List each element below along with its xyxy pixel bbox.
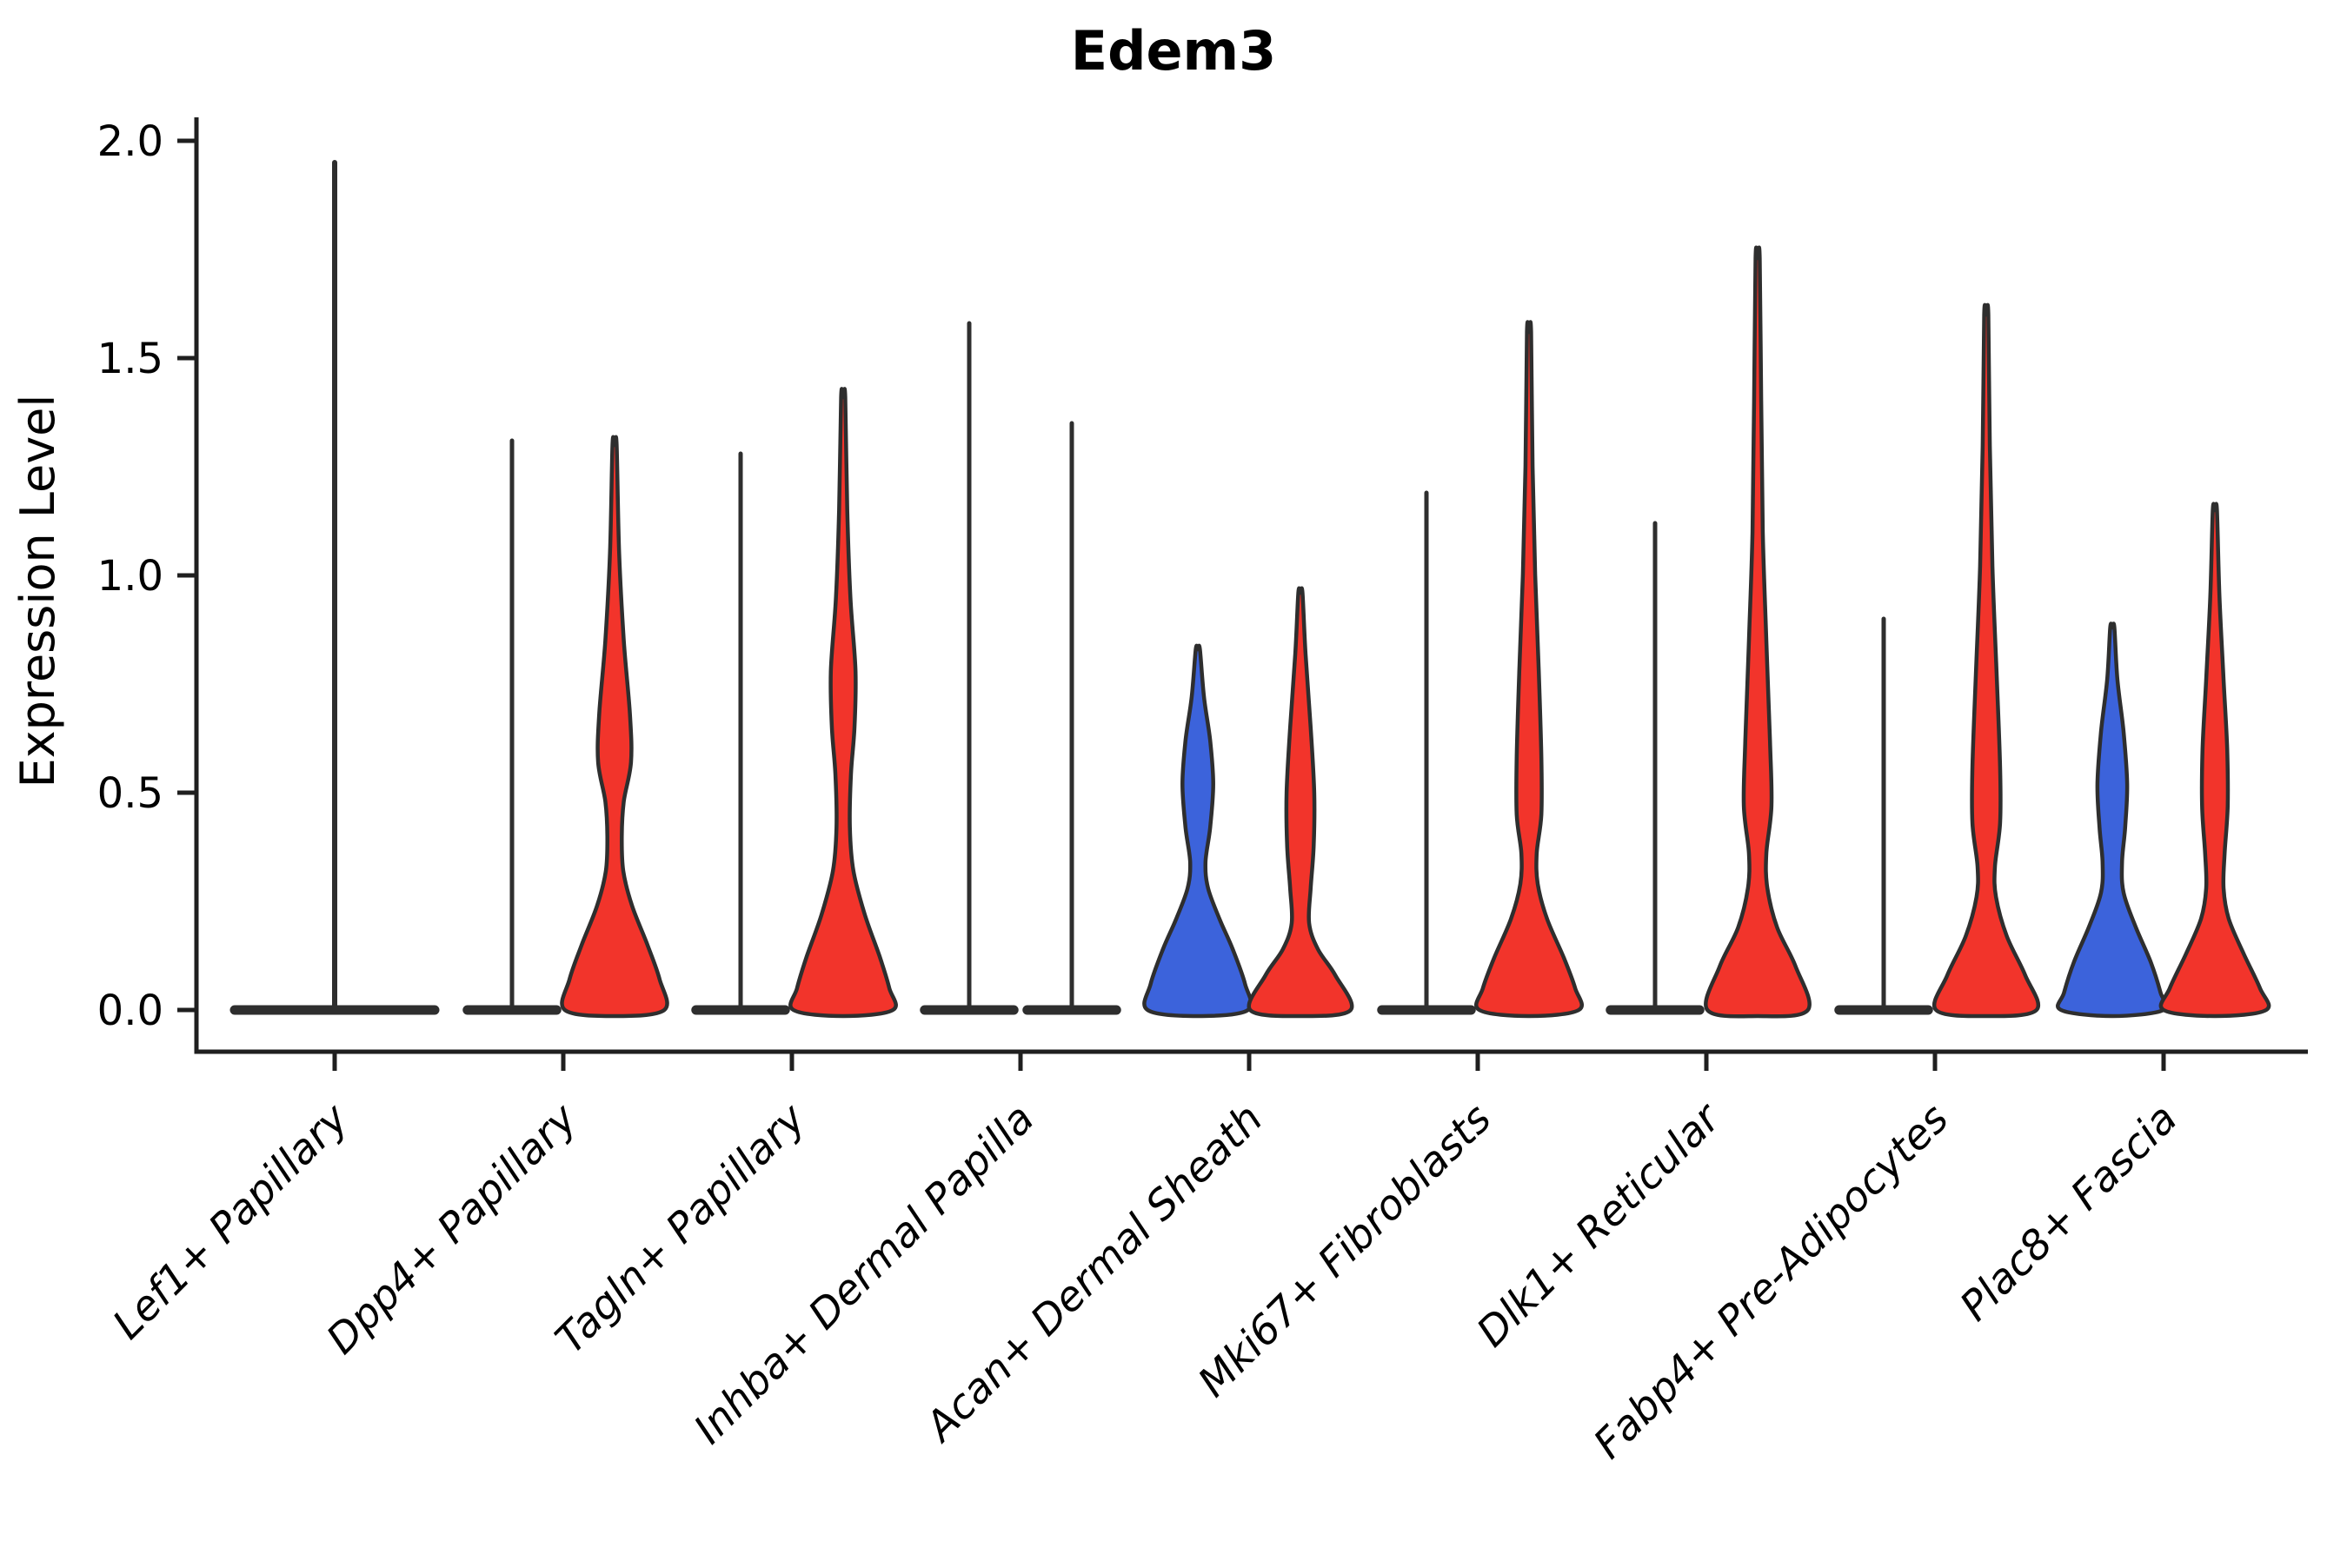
- violin-fabp4-pre-adipocytes-right: [1932, 302, 2040, 1019]
- x-tick-label-plac8-fascia: Plac8+ Fascia: [1951, 1095, 2186, 1331]
- violin-acan-dermal-sheath-left: [1142, 643, 1253, 1019]
- violin-plac8-fascia-right: [2158, 502, 2271, 1019]
- x-tick-label-tagln-papillary: Tagln+ Papillary: [547, 1094, 816, 1364]
- y-tick-label: 2.0: [97, 117, 163, 166]
- y-axis-label: Expression Level: [10, 395, 65, 788]
- violin-dpp4-papillary-right: [560, 435, 669, 1019]
- x-tick-label-lef1-papillary: Lef1+ Papillary: [103, 1094, 358, 1349]
- violin-acan-dermal-sheath-right: [1247, 586, 1354, 1019]
- violin-tagln-papillary-right: [788, 387, 898, 1019]
- violin-mki67-fibroblasts-right: [1474, 320, 1584, 1019]
- y-tick-label: 1.5: [97, 335, 163, 383]
- y-tick-label: 1.0: [97, 552, 163, 601]
- violin-plac8-fascia-left: [2056, 621, 2169, 1019]
- chart-title: Edem3: [1071, 19, 1277, 83]
- x-tick-label-dlk1-reticular: Dlk1+ Reticular: [1468, 1093, 1732, 1357]
- x-tick-label-dpp4-papillary: Dpp4+ Papillary: [317, 1094, 587, 1364]
- y-tick-label: 0.0: [97, 987, 163, 1035]
- y-tick-label: 0.5: [97, 769, 163, 818]
- violin-dlk1-reticular-right: [1704, 245, 1812, 1019]
